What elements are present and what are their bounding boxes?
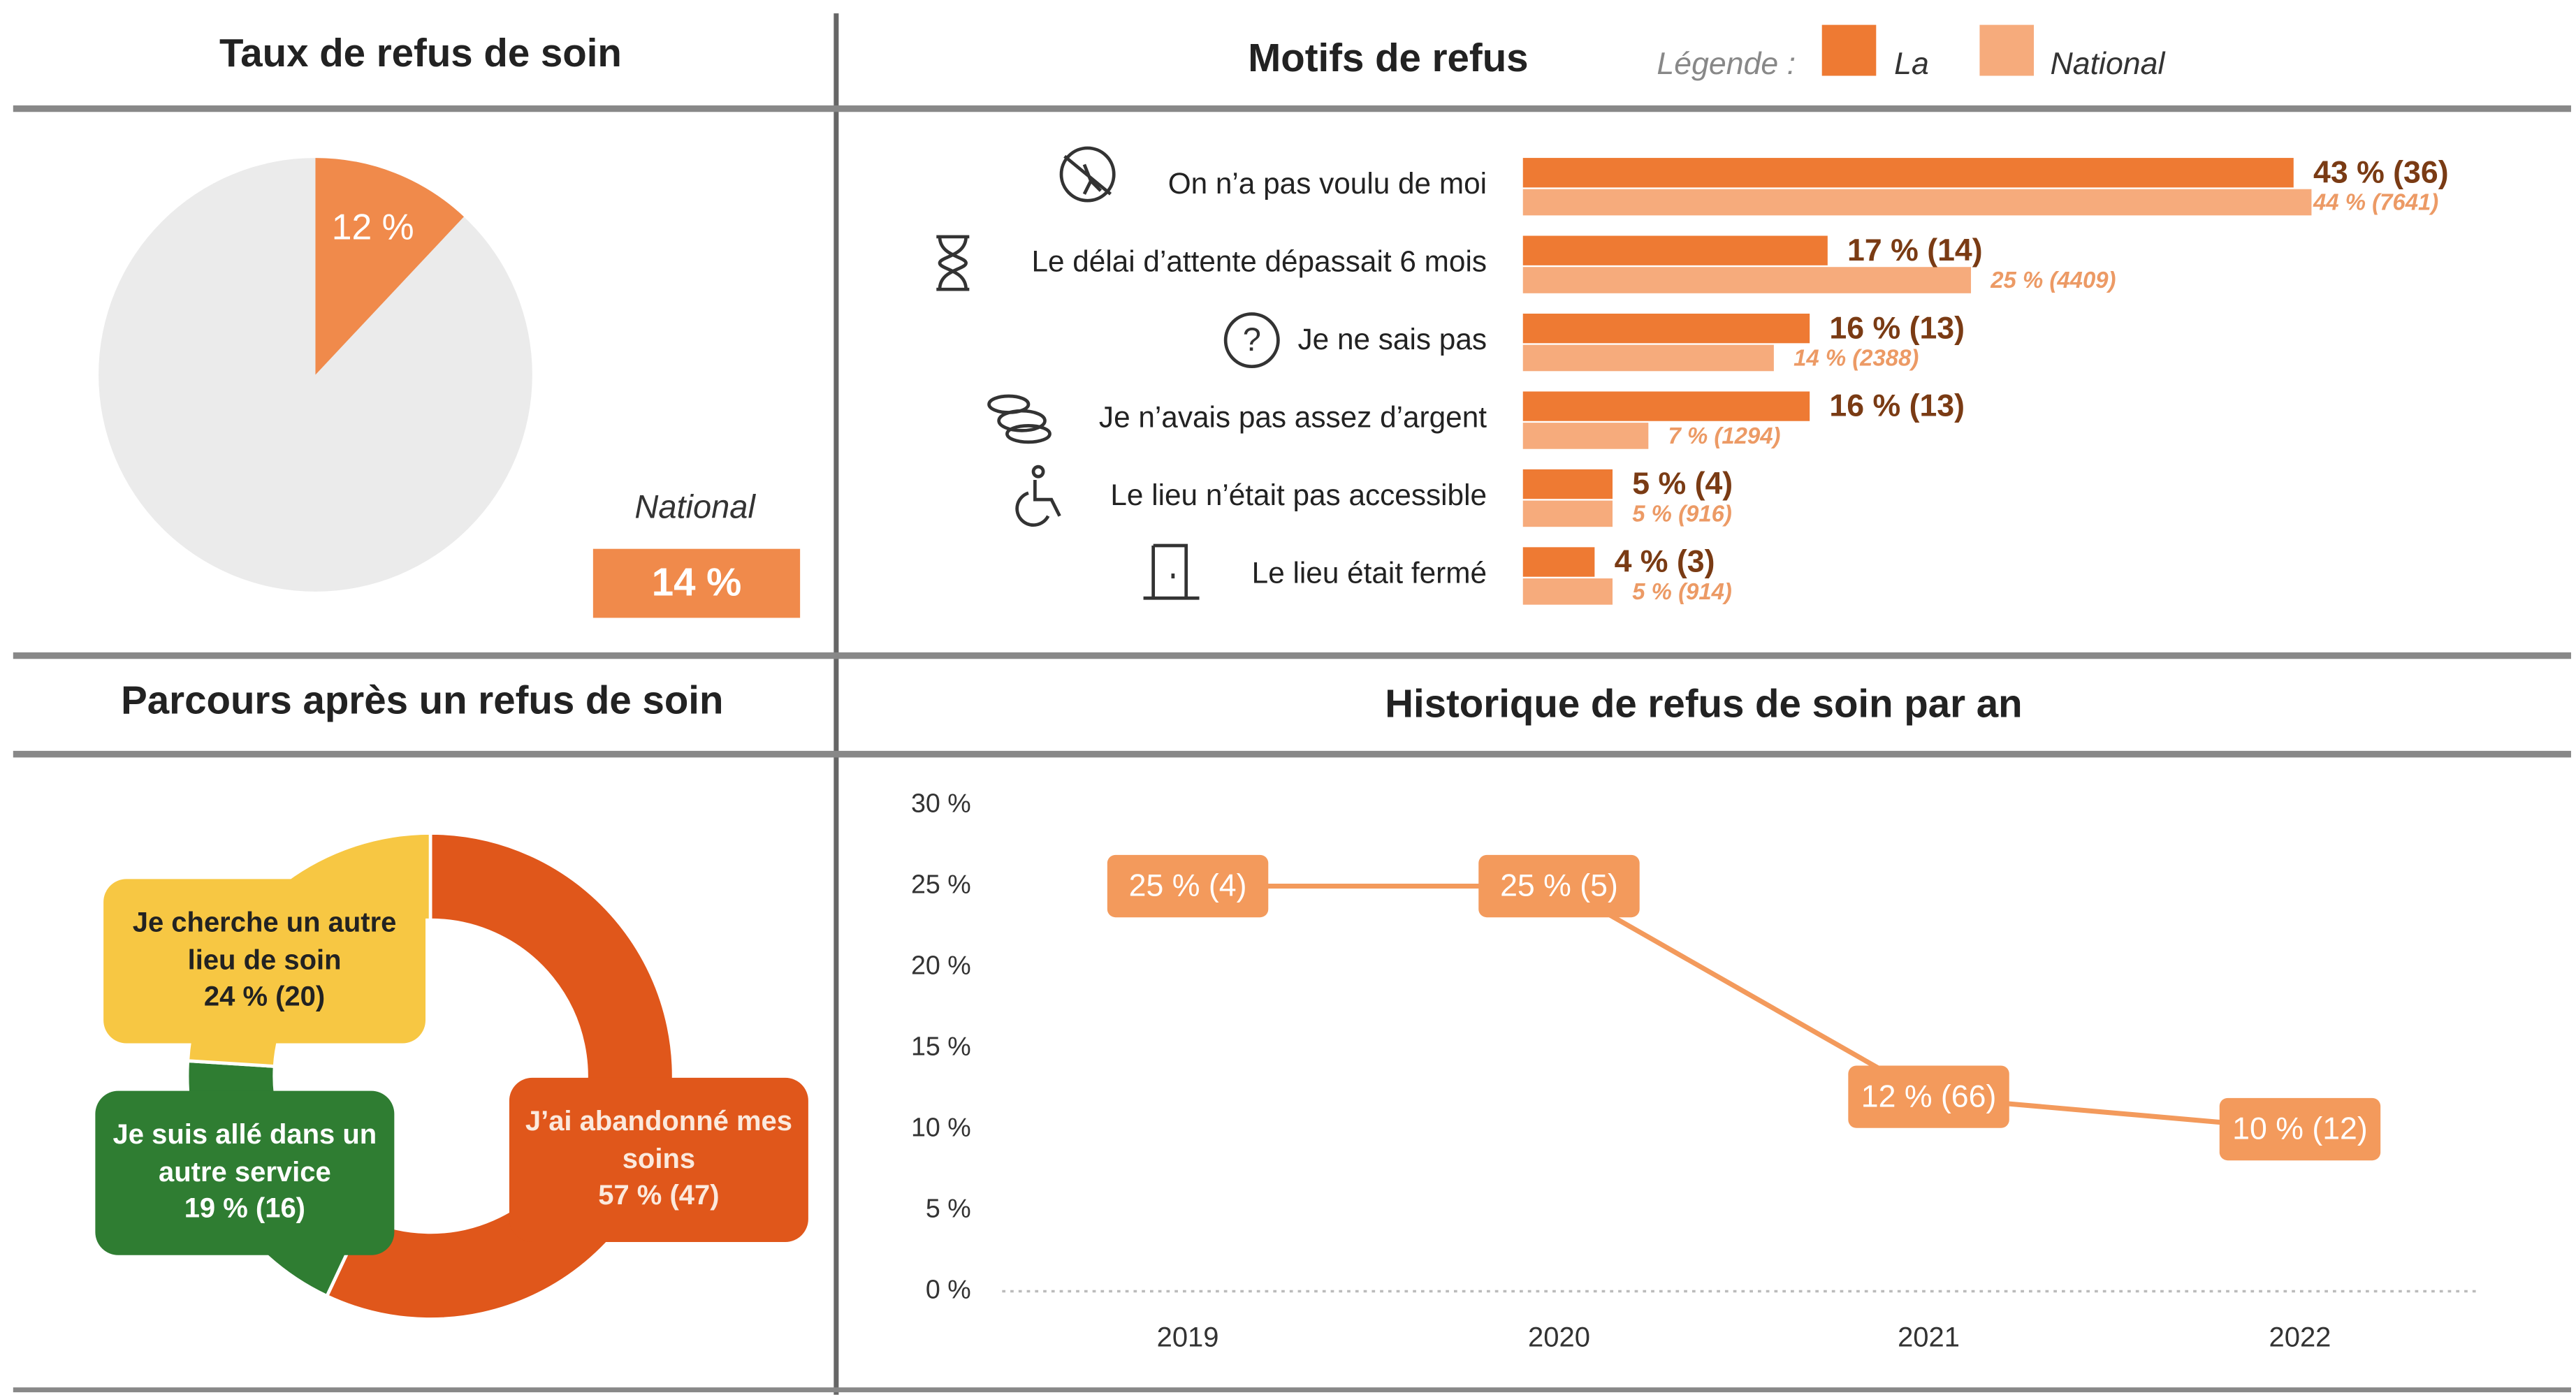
y-tick-label: 30 %	[911, 788, 971, 817]
value-label: 14 % (2388)	[1793, 345, 1919, 371]
bar	[1522, 500, 1613, 527]
bar	[1522, 578, 1613, 605]
icon	[997, 409, 1047, 432]
icon	[1059, 146, 1116, 203]
panel-title: Historique de refus de soin par an	[1385, 681, 2022, 725]
value-label: 5 % (4)	[1632, 467, 1733, 501]
icon	[1143, 543, 1200, 600]
donut-label-text: J’ai abandonné mes soins 57 % (47)	[509, 1078, 808, 1242]
donut-label-box	[103, 879, 426, 1044]
icon	[1005, 423, 1051, 444]
bar	[1522, 158, 2294, 188]
category-label: Le lieu était fermé	[1252, 556, 1487, 589]
point-label-box	[1848, 1065, 2009, 1128]
value-label: 25 % (4409)	[1990, 267, 2116, 293]
category-label: Le lieu n’était pas accessible	[1110, 479, 1487, 511]
legend-title: Légende :	[1657, 47, 1796, 81]
panel-title: Parcours après un refus de soin	[121, 678, 723, 722]
national-box	[592, 548, 801, 618]
icons: ?	[936, 146, 1280, 600]
icon	[936, 235, 970, 291]
category-label: Je suis allé dans un autre service	[112, 1118, 377, 1188]
y-tick-label: 10 %	[911, 1112, 971, 1141]
category-label: Je cherche un autre lieu de soin	[132, 906, 397, 975]
y-tick-label: 15 %	[911, 1031, 971, 1060]
bar	[1522, 313, 1810, 344]
value-label: 43 % (36)	[2313, 155, 2449, 189]
value-label: 4 % (3)	[1615, 545, 1715, 579]
donut-label-box	[95, 1090, 395, 1255]
panel-title: Motifs de refus	[1248, 36, 1528, 80]
icon: ?	[1243, 321, 1261, 358]
donut-label-text: Je suis allé dans un autre service 19 % (…	[95, 1091, 394, 1255]
x-tick-label: 2022	[2269, 1322, 2331, 1352]
value-label: 12 % (66)	[1861, 1079, 1997, 1113]
value-label: 10 % (12)	[2232, 1112, 2368, 1146]
value-label: 16 % (13)	[1829, 389, 1965, 423]
value-label: 25 % (4)	[1129, 869, 1247, 903]
value-label: 17 % (14)	[1847, 233, 1983, 268]
category-label: On n’a pas voulu de moi	[1168, 167, 1487, 200]
x-tick-label: 2020	[1528, 1322, 1590, 1352]
value-label: 25 % (5)	[1500, 869, 1618, 903]
bar	[1522, 423, 1649, 449]
pie-label: 12 %	[332, 206, 414, 247]
bar	[1522, 235, 1828, 265]
donut-label-text: Je cherche un autre lieu de soin 24 % (20…	[103, 879, 425, 1043]
icon	[1031, 465, 1045, 479]
x-tick-label: 2021	[1898, 1322, 1960, 1352]
category-label: Je n’avais pas assez d’argent	[1099, 401, 1487, 434]
value-label: 7 % (1294)	[1668, 423, 1781, 448]
bar	[1522, 267, 1972, 293]
legend-swatch	[1821, 24, 1877, 76]
value-label: 57 % (47)	[598, 1180, 720, 1212]
donut-label-box	[509, 1077, 808, 1242]
point-label-box	[1107, 854, 1269, 918]
y-tick-label: 20 %	[911, 950, 971, 979]
donut-label: Je cherche un autre lieu de soin 24 % (20…	[103, 879, 425, 1043]
value-label: 5 % (914)	[1632, 578, 1732, 604]
donut-label: Je suis allé dans un autre service 19 % (…	[95, 1091, 394, 1255]
bar	[1522, 189, 2312, 216]
legend-label: La	[1894, 47, 1929, 81]
value-label: 16 % (13)	[1829, 311, 1965, 345]
category-label: Le délai d’attente dépassait 6 mois	[1031, 245, 1487, 278]
icon	[1015, 479, 1061, 527]
legend-swatch	[1979, 24, 2035, 76]
value-label: 44 % (7641)	[2313, 189, 2438, 215]
point-label-box	[2219, 1097, 2381, 1161]
category-label: J’ai abandonné mes soins	[525, 1104, 792, 1174]
x-tick-label: 2019	[1157, 1322, 1219, 1352]
national-value: 14 %	[652, 560, 742, 604]
bar	[1522, 547, 1595, 577]
bar	[1522, 391, 1810, 421]
national-label: National	[634, 488, 756, 525]
pie-slice	[315, 158, 464, 375]
bar	[1522, 344, 1774, 372]
line	[1188, 883, 2301, 1132]
point-label-box	[1478, 854, 1640, 918]
y-tick-label: 0 %	[926, 1274, 971, 1303]
panel-title: Taux de refus de soin	[219, 31, 622, 75]
value-label: 5 % (916)	[1632, 500, 1732, 526]
icon	[1223, 312, 1280, 369]
category-label: Je ne sais pas	[1298, 323, 1487, 356]
y-tick-label: 5 %	[926, 1193, 971, 1222]
icon	[1063, 154, 1112, 196]
bar	[1522, 469, 1613, 499]
value-label: 19 % (16)	[184, 1193, 305, 1225]
legend-label: National	[2051, 47, 2166, 81]
donut-label: J’ai abandonné mes soins 57 % (47)	[509, 1078, 808, 1242]
value-label: 24 % (20)	[203, 981, 326, 1013]
y-tick-label: 25 %	[911, 869, 971, 898]
